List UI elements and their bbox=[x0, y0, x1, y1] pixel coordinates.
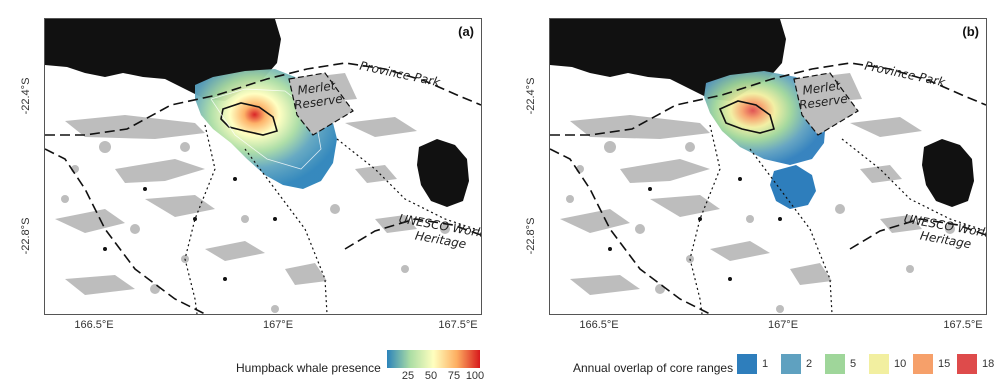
legend-b-label: 18 bbox=[982, 358, 995, 370]
lon-tick-a-1: 167°E bbox=[262, 319, 294, 331]
small-islands bbox=[608, 177, 782, 281]
core-contour bbox=[220, 102, 278, 136]
panel-b: Province Park Merlet Reserve UNESCO Worl… bbox=[505, 0, 995, 391]
province-park-boundary bbox=[550, 62, 986, 136]
lon-tick-a-2: 167.5°E bbox=[438, 319, 478, 331]
lat-tick-b-0: -22.4°S bbox=[525, 77, 537, 115]
legend-b-swatch bbox=[957, 354, 977, 374]
legend-b-swatch bbox=[825, 354, 845, 374]
lat-tick-b-1: -22.8°S bbox=[525, 217, 537, 255]
core-overlap-area bbox=[704, 71, 826, 165]
legend-a-title: Humpback whale presence bbox=[236, 361, 381, 375]
lon-tick-b-2: 167.5°E bbox=[943, 319, 983, 331]
lon-tick-a-0: 166.5°E bbox=[74, 319, 114, 331]
province-park-boundary bbox=[45, 62, 481, 136]
east-island bbox=[417, 139, 469, 207]
merlet-reserve-shape bbox=[288, 72, 354, 136]
secondary-core-area bbox=[770, 165, 816, 209]
legend-b-item-2: 2 bbox=[781, 354, 812, 374]
map-a-svg bbox=[45, 19, 481, 314]
legend-a-tick-0: 25 bbox=[401, 370, 415, 382]
legend-b-swatch bbox=[869, 354, 889, 374]
east-island bbox=[922, 139, 974, 207]
legend-b-swatch bbox=[781, 354, 801, 374]
panel-a: Province Park Merlet Reserve UNESCO Worl… bbox=[0, 0, 490, 391]
legend-b-label: 10 bbox=[894, 358, 907, 370]
unesco-boundary bbox=[849, 218, 986, 250]
legend-b-label: 15 bbox=[938, 358, 951, 370]
legend-b-label: 5 bbox=[850, 358, 857, 370]
lat-tick-a-0: -22.4°S bbox=[20, 77, 32, 115]
legend-a-tick-2: 75 bbox=[447, 370, 461, 382]
lon-tick-b-0: 166.5°E bbox=[579, 319, 619, 331]
legend-a-tick-1: 50 bbox=[424, 370, 438, 382]
legend-b-title: Annual overlap of core ranges bbox=[573, 361, 734, 375]
legend-b-item-15: 15 bbox=[913, 354, 950, 374]
merlet-reserve-shape bbox=[793, 72, 859, 136]
dotted-boundary bbox=[184, 124, 216, 314]
map-a[interactable]: Province Park Merlet Reserve UNESCO Worl… bbox=[44, 18, 482, 315]
legend-b-swatch bbox=[737, 354, 757, 374]
legend-b-item-18: 18 bbox=[957, 354, 994, 374]
lon-tick-b-1: 167°E bbox=[767, 319, 799, 331]
map-b-svg bbox=[550, 19, 986, 314]
legend-b-item-5: 5 bbox=[825, 354, 856, 374]
small-islands bbox=[103, 177, 277, 281]
panel-label-b: (b) bbox=[962, 24, 979, 39]
unesco-boundary bbox=[344, 218, 481, 250]
core-contour bbox=[718, 100, 775, 134]
legend-b-label: 1 bbox=[762, 358, 769, 370]
legend-b-item-1: 1 bbox=[737, 354, 768, 374]
legend-b-swatch bbox=[913, 354, 933, 374]
legend-a-colorbar bbox=[387, 350, 480, 368]
dotted-boundary bbox=[689, 124, 721, 314]
legend-b-label: 2 bbox=[806, 358, 813, 370]
legend-a-tick-3: 100 bbox=[465, 370, 485, 382]
map-b[interactable]: Province Park Merlet Reserve UNESCO Worl… bbox=[549, 18, 987, 315]
legend-b-item-10: 10 bbox=[869, 354, 906, 374]
panel-label-a: (a) bbox=[458, 24, 474, 39]
lat-tick-a-1: -22.8°S bbox=[20, 217, 32, 255]
